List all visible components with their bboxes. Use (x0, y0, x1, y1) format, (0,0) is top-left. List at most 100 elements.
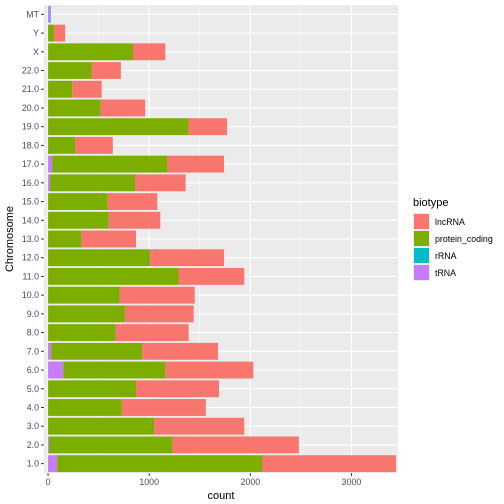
bar-segment-protein-coding (48, 380, 137, 398)
y-tick-label: 3.0 (27, 421, 39, 431)
bar-segment-protein-coding (48, 118, 189, 136)
legend-swatch-tRNA (414, 265, 429, 280)
bar-segment-lncRNA (72, 80, 102, 98)
bar-segment-protein-coding (48, 417, 155, 435)
bar-segment-rRNA (50, 5, 51, 23)
y-tick-label: 5.0 (27, 384, 39, 394)
bar-segment-tRNA (48, 361, 64, 379)
y-tick-label: 18.0 (22, 140, 39, 150)
legend-label-lncRNA: lncRNA (435, 217, 465, 227)
bar-segment-protein-coding (48, 305, 125, 323)
legend-label-tRNA: tRNA (435, 268, 456, 278)
y-tick-label: 15.0 (22, 197, 39, 207)
legend-swatch-protein-coding (414, 231, 429, 246)
bar-segment-lncRNA (142, 342, 218, 360)
bar-segment-protein-coding (48, 24, 55, 42)
legend: biotype lncRNA protein_coding rRNA tRNA (413, 197, 493, 281)
y-tick-label: 17.0 (22, 159, 39, 169)
bar-segment-protein-coding (48, 43, 134, 61)
bar-segment-protein-coding (48, 136, 76, 154)
bar-segment-tRNA (48, 174, 51, 192)
bar-segment-protein-coding (57, 455, 263, 473)
x-tick-layer: 0 1000 2000 3000 (46, 473, 362, 487)
y-tick-label: 22.0 (22, 66, 39, 76)
bar-segment-protein-coding (48, 268, 179, 285)
bar-segment-protein-coding (50, 174, 136, 192)
x-tick-label: 2000 (241, 477, 261, 487)
bar-segment-protein-coding (49, 436, 173, 454)
y-tick-label: Y (33, 28, 39, 38)
bar-segment-lncRNA (172, 436, 299, 454)
bar-segment-protein-coding (48, 249, 151, 267)
y-tick-layer: 1.0 2.0 3.0 4.0 5.0 6.0 7.0 8.0 9.0 10.0 11.0 12.0 1… (22, 9, 44, 469)
y-tick-label: 14.0 (22, 215, 39, 225)
y-tick-label: 16.0 (22, 178, 39, 188)
bar-segment-lncRNA (54, 24, 66, 42)
bar-segment-protein-coding (48, 99, 101, 117)
bar-segment-protein-coding (63, 361, 166, 379)
y-tick-label: 9.0 (27, 309, 39, 319)
bar-segment-protein-coding (48, 230, 82, 248)
bar-segment-protein-coding (48, 399, 122, 416)
bar-segment-protein-coding (48, 211, 109, 229)
bar-segment-tRNA (48, 5, 51, 23)
x-tick-label: 1000 (139, 477, 159, 487)
bar-segment-lncRNA (119, 286, 195, 304)
y-tick-label: 8.0 (27, 328, 39, 338)
bar-segment-protein-coding (52, 155, 168, 173)
y-tick-label: 13.0 (22, 234, 39, 244)
legend-title: biotype (413, 197, 448, 209)
bar-segment-lncRNA (81, 230, 137, 248)
x-tick-label: 3000 (342, 477, 362, 487)
legend-swatch-lncRNA (414, 214, 429, 229)
bar-segment-lncRNA (136, 380, 219, 398)
bar-segment-lncRNA (165, 361, 254, 379)
bar-segment-tRNA (48, 436, 50, 454)
bar-segment-lncRNA (75, 136, 113, 154)
y-tick-label: 1.0 (27, 459, 39, 469)
bar-segment-lncRNA (154, 417, 245, 435)
x-axis-title: count (208, 490, 235, 502)
y-tick-label: 11.0 (23, 271, 40, 281)
bar-segment-tRNA (48, 155, 53, 173)
bar-segment-lncRNA (107, 193, 158, 210)
bar-segment-lncRNA (133, 43, 166, 61)
y-axis-title: Chromosome (4, 206, 16, 272)
bar-segment-lncRNA (91, 62, 121, 79)
y-tick-label: 21.0 (22, 84, 39, 94)
bar-segment-lncRNA (262, 455, 396, 473)
bar-segment-tRNA (48, 455, 58, 473)
legend-swatch-rRNA (414, 248, 429, 263)
y-tick-label: 20.0 (22, 103, 39, 113)
y-tick-label: 4.0 (27, 402, 39, 412)
x-tick-label: 0 (46, 477, 51, 487)
bar-segment-lncRNA (188, 118, 228, 136)
legend-label-rRNA: rRNA (435, 251, 457, 261)
bar-segment-lncRNA (150, 249, 225, 267)
bar-segment-lncRNA (135, 174, 186, 192)
y-tick-label: X (33, 47, 39, 57)
y-tick-label: 7.0 (27, 346, 39, 356)
bar-segment-tRNA (48, 342, 52, 360)
y-tick-label: 10.0 (22, 290, 39, 300)
y-tick-label: 6.0 (27, 365, 39, 375)
bar-segment-protein-coding (48, 324, 116, 342)
y-tick-label: 2.0 (27, 440, 39, 450)
bar-segment-lncRNA (121, 399, 206, 416)
bar-segment-lncRNA (167, 155, 225, 173)
bar-segment-lncRNA (115, 324, 189, 342)
bar-segment-protein-coding (48, 193, 108, 210)
bar-segment-protein-coding (48, 286, 120, 304)
bar-segment-lncRNA (100, 99, 146, 117)
y-tick-label: 12.0 (22, 253, 39, 263)
legend-label-protein-coding: protein_coding (435, 234, 493, 244)
bar-segment-lncRNA (178, 268, 245, 285)
bar-segment-protein-coding (48, 80, 73, 98)
bar-segment-lncRNA (124, 305, 194, 323)
y-tick-label: MT (26, 9, 39, 19)
bar-segment-protein-coding (51, 342, 143, 360)
y-tick-label: 19.0 (22, 122, 39, 132)
bar-layer (48, 5, 396, 473)
bar-segment-lncRNA (108, 211, 161, 229)
bar-segment-protein-coding (48, 62, 92, 79)
